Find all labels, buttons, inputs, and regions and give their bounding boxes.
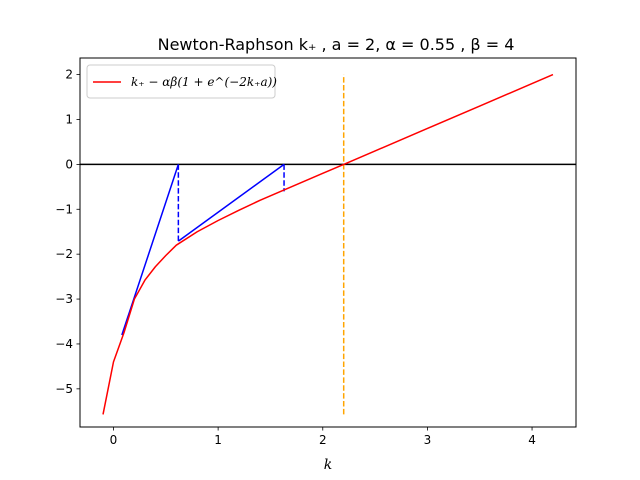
y-tick-label: −1: [55, 202, 73, 216]
x-tick-label: 3: [424, 433, 432, 447]
plot-area: [80, 73, 576, 415]
x-tick-label: 2: [319, 433, 327, 447]
y-tick-label: 0: [65, 157, 73, 171]
x-axis-label: k: [324, 457, 332, 473]
x-tick-label: 1: [214, 433, 222, 447]
y-tick-label: 2: [65, 68, 73, 82]
chart-title: Newton-Raphson k₊ , a = 2, α = 0.55 , β …: [158, 35, 515, 54]
newton-tangent-1: [121, 164, 180, 336]
axis-ticks: 0 1 2 3 4 2 1 0 −1 −2 −3 −4 −5: [55, 68, 536, 447]
y-tick-label: −4: [55, 337, 73, 351]
x-tick-label: 4: [528, 433, 536, 447]
legend-label: k₊ − αβ(1 + e^(−2k₊a)): [131, 75, 277, 89]
y-tick-label: −2: [55, 247, 73, 261]
legend-box: [86, 64, 276, 99]
series-line-1: [102, 73, 554, 415]
newton-tangent-2: [177, 163, 285, 242]
y-tick-label: 1: [65, 113, 73, 127]
plot-frame: [79, 57, 577, 428]
legend: k₊ − αβ(1 + e^(−2k₊a)): [86, 64, 277, 99]
x-tick-label: 0: [110, 433, 118, 447]
y-tick-label: −5: [55, 382, 73, 396]
y-tick-label: −3: [55, 292, 73, 306]
